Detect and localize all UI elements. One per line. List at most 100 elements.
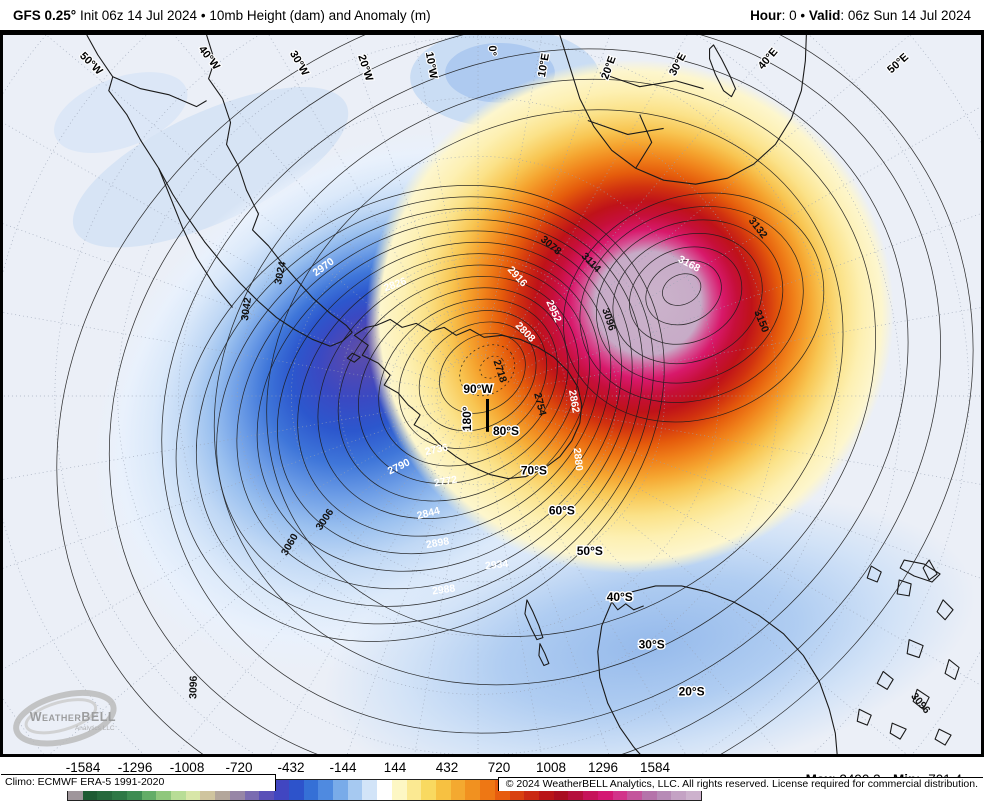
contour-label: 2934 [485, 559, 510, 572]
contour-label: 3042 [240, 297, 254, 322]
colorbar-cell [332, 780, 348, 800]
coastline-path [856, 708, 872, 726]
coastline-path [330, 331, 353, 347]
latitude-label: 50°S [577, 544, 603, 558]
coastline-path [866, 565, 882, 583]
climo-note: Climo: ECMWF ERA-5 1991-2020 [1, 774, 276, 791]
logo-text: WeatherBELL [30, 710, 116, 724]
coastline-path [912, 688, 930, 710]
colorbar-cell [288, 780, 304, 800]
colorbar-cell [450, 780, 466, 800]
map-canvas: 2718 2754 2862 2880 2916 2952 2808 3078 3114 3096… [0, 30, 984, 791]
anomaly-shading [54, 33, 975, 756]
title-bullet: • [200, 7, 206, 23]
colorbar-cell [435, 780, 451, 800]
colorbar-cell [318, 780, 333, 800]
coastline-path [896, 579, 912, 597]
coastline-path [876, 670, 894, 690]
hour-label: Hour [750, 7, 782, 23]
coastline-path [587, 119, 664, 135]
coastline-path [944, 658, 960, 680]
coastline-path [538, 643, 550, 667]
contour-label: 2754 [531, 392, 547, 417]
logo-swirl-inner [24, 698, 98, 735]
contour-label: 2988 [431, 583, 456, 597]
coastline-path [158, 168, 233, 308]
copyright-note: © 2024 WeatherBELL Analytics, LLC. All r… [497, 777, 983, 791]
coastline-path [709, 44, 737, 98]
map-frame [1, 33, 983, 756]
colorbar-cell [406, 780, 422, 800]
subtropical-blue-band [324, 496, 975, 756]
longitude-label: 0° [486, 45, 498, 56]
valid-label: Valid [808, 7, 841, 23]
valid-time-block: Hour: 0 • Valid: 06z Sun 14 Jul 2024 [750, 7, 971, 23]
product-name: 10mb Height (dam) and Anomaly (m) [209, 7, 431, 23]
latitude-label: 180° [460, 406, 474, 431]
colorbar-tick: -432 [277, 760, 305, 775]
colorbar-cell [465, 780, 481, 800]
colorbar-tick: 432 [435, 760, 459, 775]
logo-subtext: Analytics LLC [75, 725, 115, 732]
contour-label: 2772 [433, 475, 458, 490]
colorbar-cell [303, 780, 319, 800]
latitude-label: 90°W [463, 382, 493, 396]
coastline-path [597, 601, 643, 756]
logo-swirl-outer [13, 689, 117, 747]
valid-value: 06z Sun 14 Jul 2024 [847, 7, 971, 23]
longitude-label: 10°E [536, 53, 552, 79]
colorbar-cell [362, 780, 378, 800]
latitude-label: 20°S [679, 684, 705, 698]
colorbar-cell [274, 780, 289, 800]
coastline-path [934, 728, 952, 746]
coastline-path [611, 601, 644, 611]
coastline-path [524, 599, 544, 641]
contour-label: 3024 [273, 260, 289, 285]
contour-label: 2862 [566, 389, 581, 414]
coastline-path [353, 318, 583, 480]
latitude-label: 80°S [493, 424, 519, 438]
latitude-label: 30°S [639, 638, 665, 652]
model-name: GFS 0.25° [13, 7, 77, 23]
coastline-path [112, 76, 207, 108]
coastline-path [86, 34, 331, 347]
colorbar-tick: 1008 [536, 760, 567, 775]
colorbar-cell [391, 780, 407, 800]
colorbar-cell [377, 780, 392, 800]
colorbar-tick: -1008 [169, 760, 205, 775]
latitude-label: 70°S [521, 464, 547, 478]
warm-anomaly-blob [365, 59, 894, 574]
init-time: Init 06z 14 Jul 2024 [79, 7, 198, 23]
coastline-path [899, 559, 941, 583]
product-title: GFS 0.25° Init 06z 14 Jul 2024 • 10mb He… [13, 8, 431, 23]
colorbar-tick: -1296 [117, 760, 153, 775]
coastlines [86, 34, 960, 756]
height-contours [56, 33, 974, 756]
longitude-label: 10°W [423, 51, 440, 80]
contour-label: 2844 [416, 506, 441, 522]
colorbar-tick: 720 [487, 760, 511, 775]
colorbar-tick: 1296 [588, 760, 619, 775]
weatherbell-logo: WeatherBELL Analytics LLC [13, 689, 117, 747]
hour-value: 0 [789, 7, 797, 23]
coastline-path [635, 114, 653, 169]
contour-label: 3096 [188, 675, 200, 699]
colorbar-tick: 1584 [640, 760, 671, 775]
coastline-path [906, 639, 924, 659]
colorbar-tick: 144 [383, 760, 407, 775]
coastline-path [922, 559, 938, 581]
coastline-path [346, 352, 361, 363]
colorbar-cell [480, 780, 495, 800]
colorbar-ticks: -1584 -1296 -1008 -720 -432 -144 144 432 720 1008… [65, 760, 700, 777]
colorbar-tick: -720 [225, 760, 253, 775]
contour-label: 2880 [571, 447, 584, 471]
colorbar-cell [421, 780, 436, 800]
contour-label: 2736 [424, 442, 449, 458]
colorbar-cell [347, 780, 363, 800]
coastline-path [936, 599, 954, 621]
coastline-path [599, 72, 704, 90]
latitude-label: 60°S [549, 503, 575, 517]
colorbar-tick: -1584 [65, 760, 101, 775]
